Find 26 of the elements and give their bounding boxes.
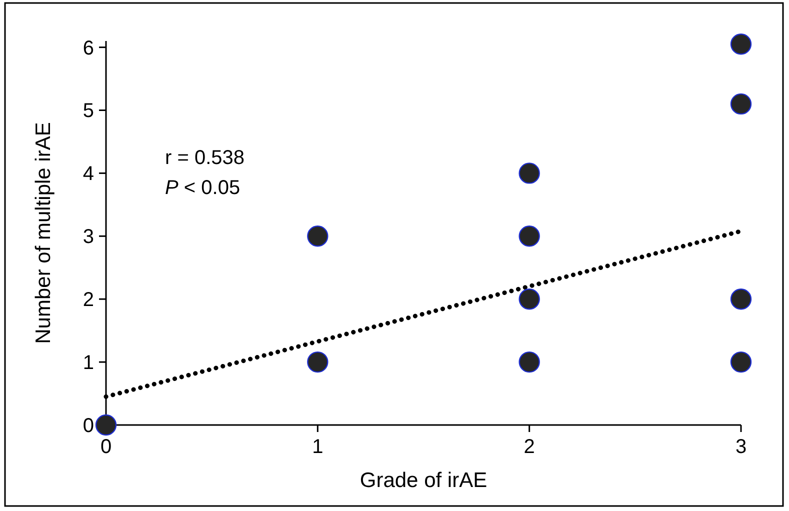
point <box>518 288 540 310</box>
y-tick-label: 1 <box>82 352 94 374</box>
y-tick-label: 5 <box>82 100 94 122</box>
x-axis-title: Grade of irAE <box>360 469 488 492</box>
y-tick-label: 2 <box>82 289 94 312</box>
y-tick-label: 6 <box>82 37 94 60</box>
x-tick-label: 0 <box>100 436 112 458</box>
point <box>95 414 117 436</box>
point <box>730 93 752 115</box>
point <box>518 162 540 184</box>
x-tick-label: 1 <box>312 436 324 458</box>
y-tick-label: 3 <box>82 226 94 248</box>
point <box>730 288 752 310</box>
x-tick-label: 3 <box>735 436 747 458</box>
x-tick-label: 2 <box>524 436 535 458</box>
point <box>307 351 328 373</box>
y-axis-title: Number of multiple irAE <box>32 122 55 344</box>
y-tick-label: 0 <box>82 415 94 437</box>
point <box>518 226 540 247</box>
point <box>730 34 752 55</box>
annotation: r = 0.538 <box>165 147 245 169</box>
annotation: P < 0.05 <box>165 177 240 199</box>
point <box>730 351 752 373</box>
point <box>518 351 540 373</box>
point <box>307 226 328 247</box>
y-tick-label: 4 <box>82 163 94 186</box>
